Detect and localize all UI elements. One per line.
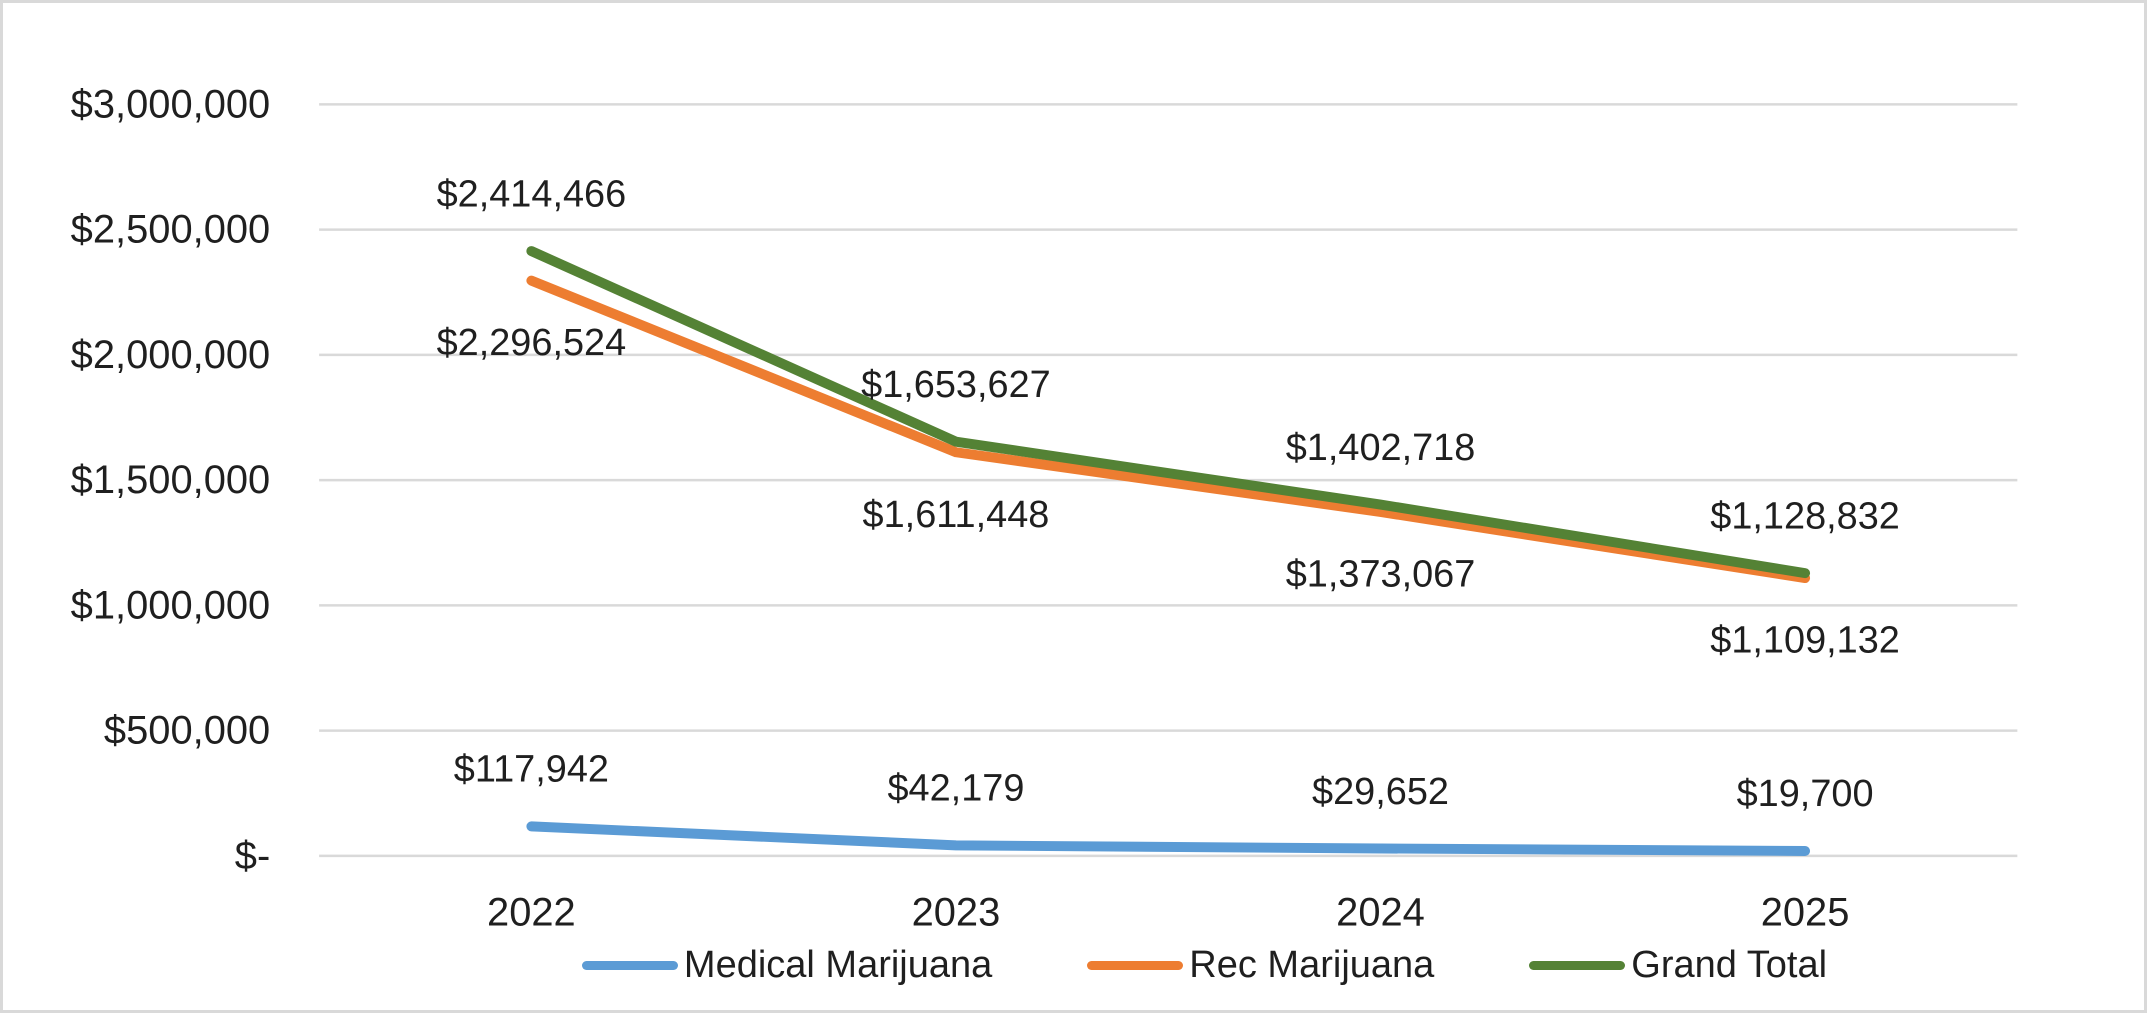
legend-item-medical-marijuana[interactable]: Medical Marijuana [581, 943, 993, 987]
x-axis-label: 2022 [487, 891, 576, 935]
legend-line-swatch [1529, 960, 1626, 970]
series-line-grand-total[interactable] [526, 246, 1811, 579]
series-line-medical-marijuana[interactable] [526, 821, 1811, 856]
y-axis-tick-label: $2,500,000 [71, 208, 271, 252]
y-axis-tick-label: $1,500,000 [71, 458, 271, 502]
legend-label: Medical Marijuana [683, 943, 993, 986]
data-label-grand-total: $1,128,832 [1710, 495, 1900, 537]
legend-item-rec-marijuana[interactable]: Rec Marijuana [1087, 944, 1434, 987]
y-axis-tick-label: $2,000,000 [71, 333, 271, 377]
y-axis-tick-label: $1,000,000 [71, 583, 271, 627]
legend-label: Grand Total [1631, 943, 1828, 986]
data-label-grand-total: $1,402,718 [1286, 427, 1476, 469]
legend: Medical Marijuana Rec Marijuana Grand To… [320, 939, 2023, 991]
legend-label: Rec Marijuana [1189, 943, 1435, 986]
data-label-medical-marijuana: $42,179 [887, 768, 1024, 810]
data-label-rec-marijuana: $1,109,132 [1710, 620, 1900, 662]
legend-item-grand-total[interactable]: Grand Total [1529, 944, 1827, 987]
legend-line-swatch [581, 960, 678, 970]
data-label-medical-marijuana: $117,942 [454, 749, 609, 791]
x-axis-label: 2023 [912, 891, 1001, 935]
legend-line-swatch [1087, 960, 1184, 970]
revenue-line-chart: $3,000,000 $2,500,000 $2,000,000 $1,500,000… [71, 82, 2018, 935]
x-axis-label: 2025 [1761, 891, 1850, 935]
y-axis-tick-label: $- [235, 834, 270, 878]
data-label-rec-marijuana: $2,296,524 [437, 322, 627, 364]
data-label-grand-total: $1,653,627 [861, 364, 1051, 406]
data-label-rec-marijuana: $1,373,067 [1286, 554, 1476, 596]
x-axis-label: 2024 [1336, 891, 1425, 935]
data-label-medical-marijuana: $29,652 [1312, 771, 1449, 813]
data-label-medical-marijuana: $19,700 [1737, 773, 1874, 815]
y-axis-tick-label: $3,000,000 [71, 82, 271, 126]
series-line-rec-marijuana[interactable] [526, 275, 1811, 584]
data-label-rec-marijuana: $1,611,448 [863, 494, 1050, 536]
data-label-grand-total: $2,414,466 [437, 173, 627, 215]
y-axis-tick-label: $500,000 [104, 709, 270, 753]
